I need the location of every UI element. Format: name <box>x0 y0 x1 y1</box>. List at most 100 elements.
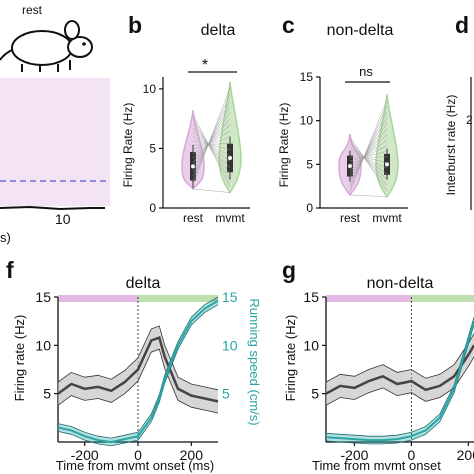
paired-line <box>349 150 388 162</box>
panel-b-title: delta <box>201 22 236 39</box>
paired-line <box>192 118 231 181</box>
firing-rate-upper <box>325 333 474 383</box>
running-speed-upper <box>57 296 219 439</box>
running-speed-lower <box>325 324 474 445</box>
panel-c-violin: non-delta ns Firing Rate (Hz) 0 5 10 15 res… <box>277 22 408 225</box>
paired-line <box>349 100 388 192</box>
paired-line <box>349 111 388 185</box>
panel-g-ylabel: Firing rate (Hz) <box>283 315 298 402</box>
paired-line <box>192 100 231 176</box>
median-dot-mvmt <box>385 162 389 167</box>
panel-b-violin: delta * Firing Rate (Hz) 0 5 10 rest mvmt <box>121 22 250 225</box>
left-strip-tick: 10 <box>55 211 71 227</box>
panel-b-ylabel: Firing Rate (Hz) <box>121 103 135 188</box>
running-speed-line <box>325 320 474 442</box>
panel-letter-d: d <box>455 12 469 38</box>
ytick-label: 5 <box>306 157 313 171</box>
panel-c-xtick-mvmt: mvmt <box>372 211 402 225</box>
panel-b-xtick-rest: rest <box>183 211 204 225</box>
paired-line <box>349 105 388 189</box>
ytick-label: 5 <box>149 141 156 155</box>
panel-letter-c: c <box>282 12 295 38</box>
panel-c-ylabel: Firing Rate (Hz) <box>277 103 291 188</box>
paired-line <box>192 136 231 150</box>
paired-line <box>192 114 231 187</box>
ytick-label: 10 <box>143 82 157 96</box>
paired-line <box>192 118 231 163</box>
paired-line <box>349 122 388 179</box>
panel-f-title: delta <box>126 275 161 292</box>
paired-line <box>192 131 231 162</box>
mvmt-period-bar <box>138 295 218 302</box>
ytick-label: 5 <box>43 386 51 402</box>
firing-rate-line <box>57 335 219 403</box>
rest-period-bar <box>58 295 138 302</box>
panel-f-ylabel: Firing rate (Hz) <box>12 315 27 402</box>
paired-line <box>349 150 388 169</box>
paired-line <box>349 128 388 175</box>
paired-line <box>192 112 231 168</box>
paired-line <box>349 133 388 172</box>
ytick-label: 10 <box>303 337 319 353</box>
xtick-label: 0 <box>134 447 142 463</box>
running-speed-lower <box>57 304 219 447</box>
panel-g-xlabel: Time from mvmt onset <box>312 458 441 473</box>
paired-line <box>349 194 388 197</box>
panel-f-xlabel: Time from mvmt onset (ms) <box>56 458 214 473</box>
paired-line <box>349 117 388 182</box>
paired-line <box>349 143 388 180</box>
panel-c-significance: ns <box>359 64 373 79</box>
mouse-state-label: rest <box>22 3 43 17</box>
panel-d-ylabel: Interburst rate (Hz) <box>444 95 458 196</box>
mouse-illustration <box>0 20 93 72</box>
panel-b-xtick-mvmt: mvmt <box>215 211 245 225</box>
xtick-label: -200 <box>340 447 368 463</box>
paired-line <box>192 127 231 169</box>
ytick-label: 15 <box>35 289 51 305</box>
paired-line <box>192 124 231 159</box>
xtick-label: 0 <box>407 447 415 463</box>
firing-rate-line <box>325 344 474 395</box>
panel-c-xtick-rest: rest <box>340 211 361 225</box>
firing-rate-upper <box>57 325 219 391</box>
ytick-label: 10 <box>300 114 314 128</box>
rest-period-shading <box>0 78 110 206</box>
trace-line <box>0 205 105 211</box>
paired-line <box>349 153 388 163</box>
running-speed-upper <box>325 317 474 437</box>
ytick-label: 5 <box>311 386 319 402</box>
paired-line <box>192 136 231 156</box>
ytick-label: 0 <box>306 201 313 215</box>
panel-g-title: non-delta <box>367 275 434 292</box>
panel-d-ytick: 2 <box>466 113 473 127</box>
firing-rate-lower <box>57 348 219 414</box>
paired-line <box>349 156 388 158</box>
paired-line <box>349 136 388 192</box>
ytick-label: 10 <box>35 337 51 353</box>
panel-b-significance: * <box>202 57 208 74</box>
paired-line <box>192 140 231 150</box>
running-speed-line <box>57 300 219 444</box>
paired-line <box>349 145 388 165</box>
xtick-label: 200 <box>180 447 204 463</box>
ytick-right-label: 10 <box>222 337 238 353</box>
paired-line <box>349 140 388 186</box>
panel-g-line: non-delta 5 10 15 -200 0 200 Firing rate (Hz)… <box>283 275 474 473</box>
paired-line <box>192 106 231 172</box>
median-dot-mvmt <box>228 155 232 160</box>
paired-line <box>192 123 231 175</box>
left-strip-unit: s) <box>0 230 11 245</box>
ytick-label: 15 <box>303 289 319 305</box>
panel-letter-b: b <box>128 12 142 38</box>
paired-line <box>192 93 231 181</box>
ytick-label: 0 <box>149 201 156 215</box>
paired-line <box>192 87 231 185</box>
panel-c-title: non-delta <box>327 22 394 39</box>
panel-f-ylabel-right: Running speed (cm/s) <box>247 298 262 425</box>
panel-letter-f: f <box>6 257 14 283</box>
rest-period-bar <box>326 295 412 302</box>
ytick-right-label: 5 <box>222 386 230 402</box>
paired-line <box>349 139 388 168</box>
ytick-label: 15 <box>300 70 314 84</box>
